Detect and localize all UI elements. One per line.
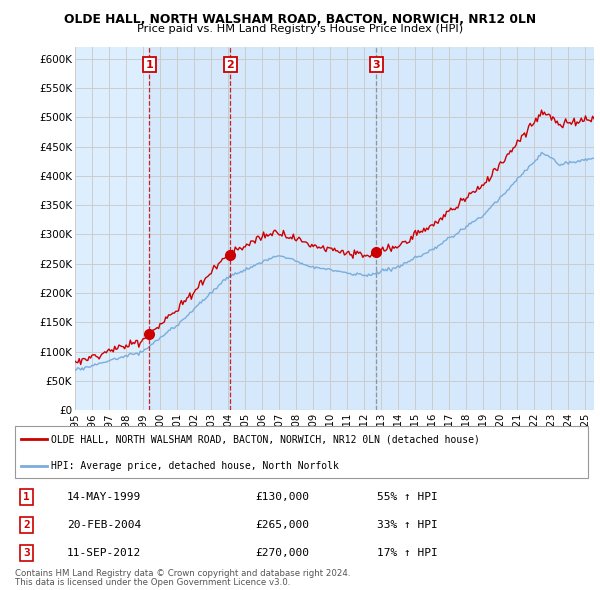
Text: 2: 2 — [23, 520, 30, 530]
Text: Contains HM Land Registry data © Crown copyright and database right 2024.: Contains HM Land Registry data © Crown c… — [15, 569, 350, 578]
Bar — [376, 47, 594, 410]
Text: 20-FEB-2004: 20-FEB-2004 — [67, 520, 141, 530]
Text: 3: 3 — [23, 548, 30, 558]
Text: 17% ↑ HPI: 17% ↑ HPI — [377, 548, 437, 558]
Text: £270,000: £270,000 — [255, 548, 309, 558]
Text: This data is licensed under the Open Government Licence v3.0.: This data is licensed under the Open Gov… — [15, 578, 290, 587]
Text: HPI: Average price, detached house, North Norfolk: HPI: Average price, detached house, Nort… — [52, 461, 339, 471]
Text: OLDE HALL, NORTH WALSHAM ROAD, BACTON, NORWICH, NR12 0LN (detached house): OLDE HALL, NORTH WALSHAM ROAD, BACTON, N… — [52, 434, 480, 444]
Bar — [230, 47, 376, 410]
Text: OLDE HALL, NORTH WALSHAM ROAD, BACTON, NORWICH, NR12 0LN: OLDE HALL, NORTH WALSHAM ROAD, BACTON, N… — [64, 13, 536, 26]
Text: 1: 1 — [23, 492, 30, 502]
Text: 55% ↑ HPI: 55% ↑ HPI — [377, 492, 437, 502]
Text: 1: 1 — [145, 60, 153, 70]
Bar — [149, 47, 230, 410]
Text: 11-SEP-2012: 11-SEP-2012 — [67, 548, 141, 558]
Text: Price paid vs. HM Land Registry's House Price Index (HPI): Price paid vs. HM Land Registry's House … — [137, 24, 463, 34]
FancyBboxPatch shape — [15, 426, 588, 478]
Bar — [75, 47, 149, 410]
Text: 3: 3 — [373, 60, 380, 70]
Text: £265,000: £265,000 — [255, 520, 309, 530]
Text: 2: 2 — [226, 60, 234, 70]
Text: 14-MAY-1999: 14-MAY-1999 — [67, 492, 141, 502]
Text: 33% ↑ HPI: 33% ↑ HPI — [377, 520, 437, 530]
Text: £130,000: £130,000 — [255, 492, 309, 502]
